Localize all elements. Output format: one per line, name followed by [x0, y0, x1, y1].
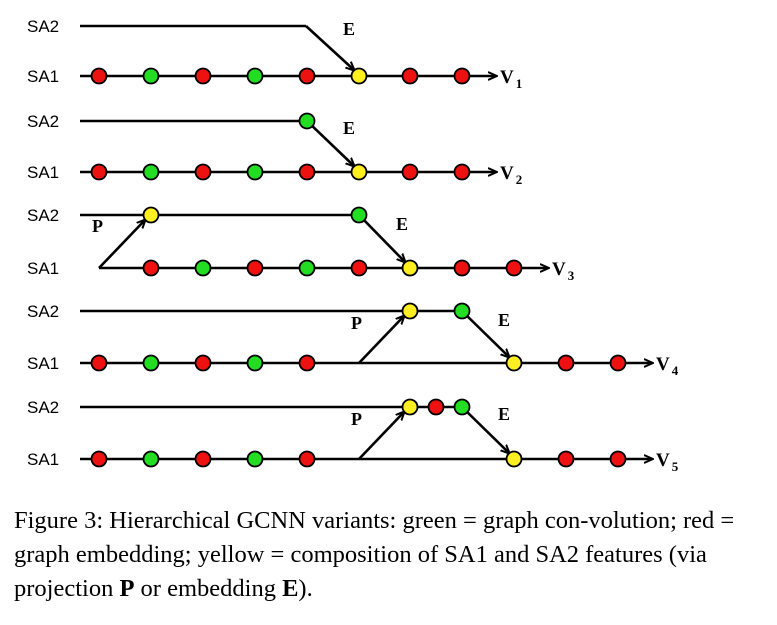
sa2-label: SA2 — [27, 398, 59, 417]
sa1-node-red — [90, 450, 108, 468]
sa1-node-green — [298, 259, 316, 277]
embedding-arrow — [306, 120, 354, 166]
sa1-node-red — [90, 163, 108, 181]
sa1-node-red — [453, 259, 471, 277]
embedding-arrow — [461, 310, 509, 357]
sa1-node-red — [505, 259, 523, 277]
sa1-node-red — [194, 450, 212, 468]
sa1-node-red — [401, 163, 419, 181]
sa1-node-yellow — [350, 163, 368, 181]
sa1-node-red — [298, 67, 316, 85]
sa1-node-red — [298, 450, 316, 468]
caption-bold-e: E — [282, 575, 299, 602]
sa1-node-red — [194, 354, 212, 372]
embedding-label: E — [343, 19, 355, 39]
sa1-label: SA1 — [27, 354, 59, 373]
sa1-node-yellow — [505, 354, 523, 372]
output-subscript: 2 — [516, 172, 523, 187]
sa2-label: SA2 — [27, 112, 59, 131]
sa2-node-red — [427, 398, 445, 416]
embedding-label: E — [498, 310, 510, 330]
sa1-label: SA1 — [27, 259, 59, 278]
sa1-label: SA1 — [27, 163, 59, 182]
embedding-label: E — [498, 404, 510, 424]
sa1-node-red — [90, 67, 108, 85]
sa1-node-green — [142, 354, 160, 372]
sa1-label: SA1 — [27, 450, 59, 469]
sa1-node-green — [246, 163, 264, 181]
output-subscript: 3 — [568, 268, 575, 283]
caption-bold-p: P — [119, 575, 135, 602]
sa1-node-red — [609, 354, 627, 372]
sa2-label: SA2 — [27, 302, 59, 321]
sa2-node-green — [298, 112, 316, 130]
sa1-node-red — [350, 259, 368, 277]
sa1-node-red — [557, 450, 575, 468]
sa1-node-green — [246, 450, 264, 468]
embedding-arrow — [358, 214, 405, 262]
sa1-node-green — [246, 67, 264, 85]
sa2-node-yellow — [401, 302, 419, 320]
sa1-node-red — [453, 67, 471, 85]
projection-label: P — [92, 216, 103, 236]
variant-row-1: SA2 SA1 E V 1 — [27, 17, 522, 91]
sa1-node-red — [246, 259, 264, 277]
sa1-label: SA1 — [27, 67, 59, 86]
caption-text-1: Figure 3: Hierarchical GCNN variants: gr… — [14, 507, 735, 602]
sa1-node-red — [453, 163, 471, 181]
projection-label: P — [351, 313, 362, 333]
sa2-node-green — [350, 206, 368, 224]
sa2-label: SA2 — [27, 17, 59, 36]
sa1-node-red — [194, 67, 212, 85]
sa1-node-red — [298, 354, 316, 372]
variant-row-2: SA2 SA1 E V 2 — [27, 112, 522, 187]
variant-row-5: SA2 SA1 P E V 5 — [27, 398, 679, 474]
caption-text-2: or embedding — [134, 575, 283, 602]
sa2-node-yellow — [401, 398, 419, 416]
sa1-node-red — [557, 354, 575, 372]
projection-label: P — [351, 409, 362, 429]
output-subscript: 1 — [516, 76, 523, 91]
embedding-label: E — [343, 118, 355, 138]
embedding-arrow — [305, 25, 354, 70]
output-subscript: 4 — [672, 363, 679, 378]
sa2-node-yellow — [142, 206, 160, 224]
sa2-node-green — [453, 398, 471, 416]
sa1-node-red — [194, 163, 212, 181]
sa1-node-yellow — [401, 259, 419, 277]
sa1-node-red — [401, 67, 419, 85]
projection-arrow — [358, 316, 404, 364]
output-subscript: 5 — [672, 459, 679, 474]
sa1-node-green — [142, 163, 160, 181]
sa2-node-green — [453, 302, 471, 320]
sa1-node-green — [142, 450, 160, 468]
sa1-node-green — [142, 67, 160, 85]
sa1-node-red — [142, 259, 160, 277]
sa1-node-red — [90, 354, 108, 372]
variant-row-4: SA2 SA1 P E V 4 — [27, 302, 679, 378]
sa2-label: SA2 — [27, 206, 59, 225]
projection-arrow — [358, 412, 404, 460]
caption-text-3: ). — [298, 575, 313, 602]
figure-caption: Figure 3: Hierarchical GCNN variants: gr… — [14, 504, 764, 606]
sa1-node-red — [298, 163, 316, 181]
sa1-node-green — [246, 354, 264, 372]
variant-row-3: SA2 SA1 P E V 3 — [27, 206, 575, 283]
embedding-arrow — [461, 406, 509, 453]
sa1-node-green — [194, 259, 212, 277]
embedding-label: E — [396, 214, 408, 234]
sa1-node-yellow — [350, 67, 368, 85]
projection-arrow — [98, 220, 145, 269]
sa1-node-red — [609, 450, 627, 468]
sa1-node-yellow — [505, 450, 523, 468]
